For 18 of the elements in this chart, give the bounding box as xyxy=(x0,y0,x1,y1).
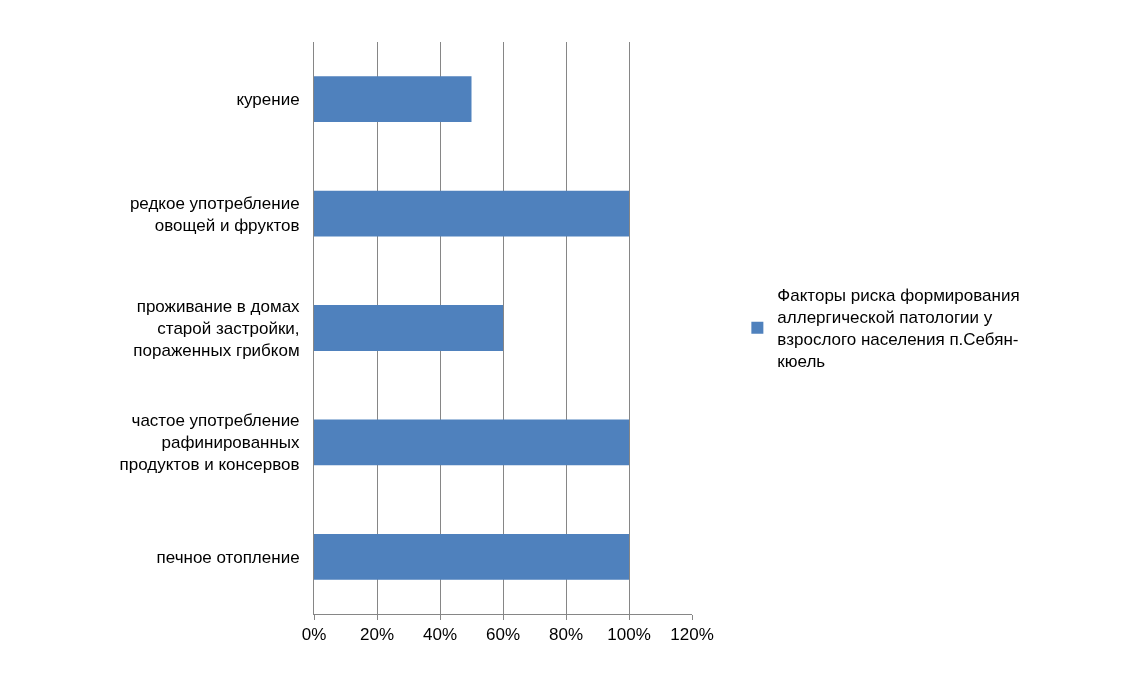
bar xyxy=(314,305,503,351)
x-tick-label: 20% xyxy=(359,625,395,645)
x-tick-label: 100% xyxy=(607,625,651,645)
bar xyxy=(314,533,629,580)
y-tick-label: курение xyxy=(236,90,300,110)
bar xyxy=(314,419,629,466)
x-tick-label: 60% xyxy=(485,625,521,645)
x-tick-label: 80% xyxy=(548,625,584,645)
bar xyxy=(314,76,472,123)
y-tick-label: проживание в домах старой застройки, пораженных грибком xyxy=(133,296,301,361)
y-tick-label: частое употребление рафинированных продуктов и консервов xyxy=(119,411,301,475)
x-tick-label: 40% xyxy=(422,625,458,645)
legend-label: Факторы риска формирования аллергической патологии у взрослого населения п.Себян- кюель xyxy=(777,286,1020,372)
x-tick-label: 0% xyxy=(301,625,327,645)
bar xyxy=(314,190,629,237)
x-tick-label: 120% xyxy=(670,625,714,645)
y-tick-label: редкое употребление овощей и фруктов xyxy=(129,193,300,235)
y-tick-label: печное отопление xyxy=(156,547,300,567)
